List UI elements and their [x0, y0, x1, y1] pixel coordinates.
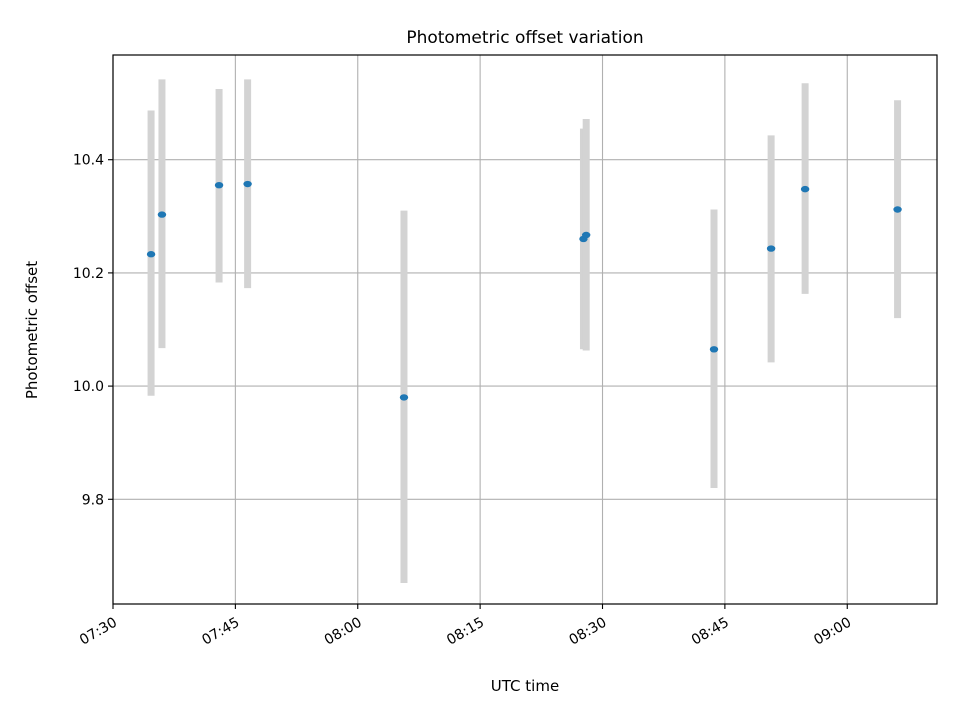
y-tick-label: 10.0	[73, 379, 104, 395]
y-tick-label: 10.2	[73, 266, 104, 282]
x-tick-label: 08:15	[444, 615, 487, 649]
x-tick-label: 08:45	[689, 615, 732, 649]
x-axis-ticks: 07:30 07:45 08:00 08:15 08:30 08:45 09:00	[77, 604, 854, 649]
x-tick-label: 08:30	[567, 615, 610, 649]
grid	[112, 55, 937, 604]
x-axis-title: UTC time	[491, 677, 559, 695]
data-point	[766, 245, 776, 252]
data-point	[243, 180, 252, 188]
x-tick-label: 09:00	[811, 615, 854, 649]
data-point	[893, 206, 902, 213]
data-point	[399, 394, 409, 401]
chart-title: Photometric offset variation	[406, 28, 643, 48]
y-axis-title: Photometric offset	[23, 261, 41, 399]
data-point	[146, 251, 156, 258]
x-tick-label: 07:45	[199, 615, 242, 649]
x-tick-label: 08:00	[322, 615, 365, 649]
data-point	[581, 231, 591, 239]
y-tick-label: 10.4	[73, 153, 104, 169]
data-point	[709, 346, 719, 353]
y-axis-ticks: 9.8 10.0 10.2 10.4	[73, 153, 113, 508]
data-points	[146, 180, 902, 401]
y-tick-label: 9.8	[82, 492, 104, 508]
plot-area-frame	[112, 54, 938, 605]
error-bars	[147, 79, 902, 584]
data-point	[157, 211, 167, 218]
x-tick-label: 07:30	[77, 615, 120, 649]
data-point	[214, 181, 224, 189]
data-point	[800, 185, 810, 193]
